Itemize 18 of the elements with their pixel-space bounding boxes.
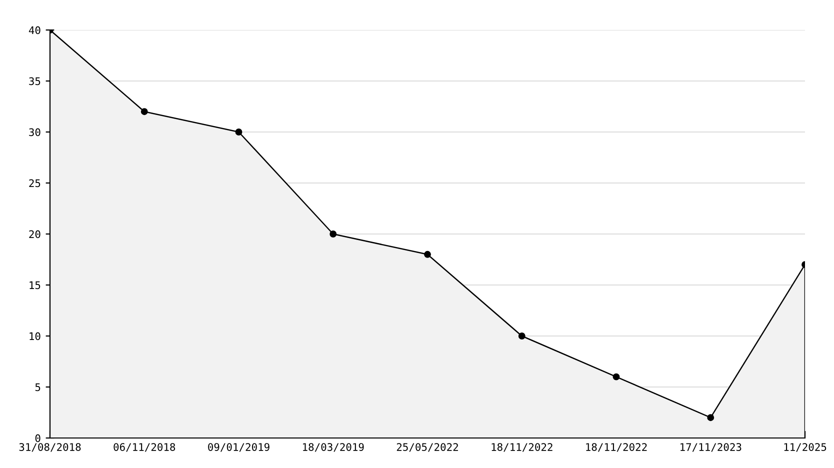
x-tick-label: 06/11/2018 (114, 443, 176, 452)
y-tick-label: 40 (28, 26, 40, 34)
y-tick-label: 15 (30, 281, 40, 290)
y-tick-label: 35 (29, 77, 40, 86)
y-tick-label: 10 (30, 332, 40, 340)
x-tick-label: 11/2025 (784, 443, 826, 452)
x-tick-label: 18/03/2019 (303, 443, 364, 452)
x-tick-label: 09/01/2019 (208, 443, 270, 452)
x-tick-label: 17/11/2023 (680, 443, 742, 452)
y-tick-label: 30 (29, 128, 40, 136)
x-tick-label: 25/05/2022 (396, 443, 458, 452)
y-tick-label: 25 (29, 179, 40, 188)
x-tick-label: 18/11/2022 (586, 443, 647, 452)
y-tick-label: 0 (35, 434, 40, 442)
y-tick-label: 5 (35, 383, 40, 392)
x-tick-label: 18/11/2022 (492, 443, 552, 452)
y-tick-label: 20 (29, 230, 40, 238)
x-tick-label: 31/08/2018 (19, 443, 81, 452)
